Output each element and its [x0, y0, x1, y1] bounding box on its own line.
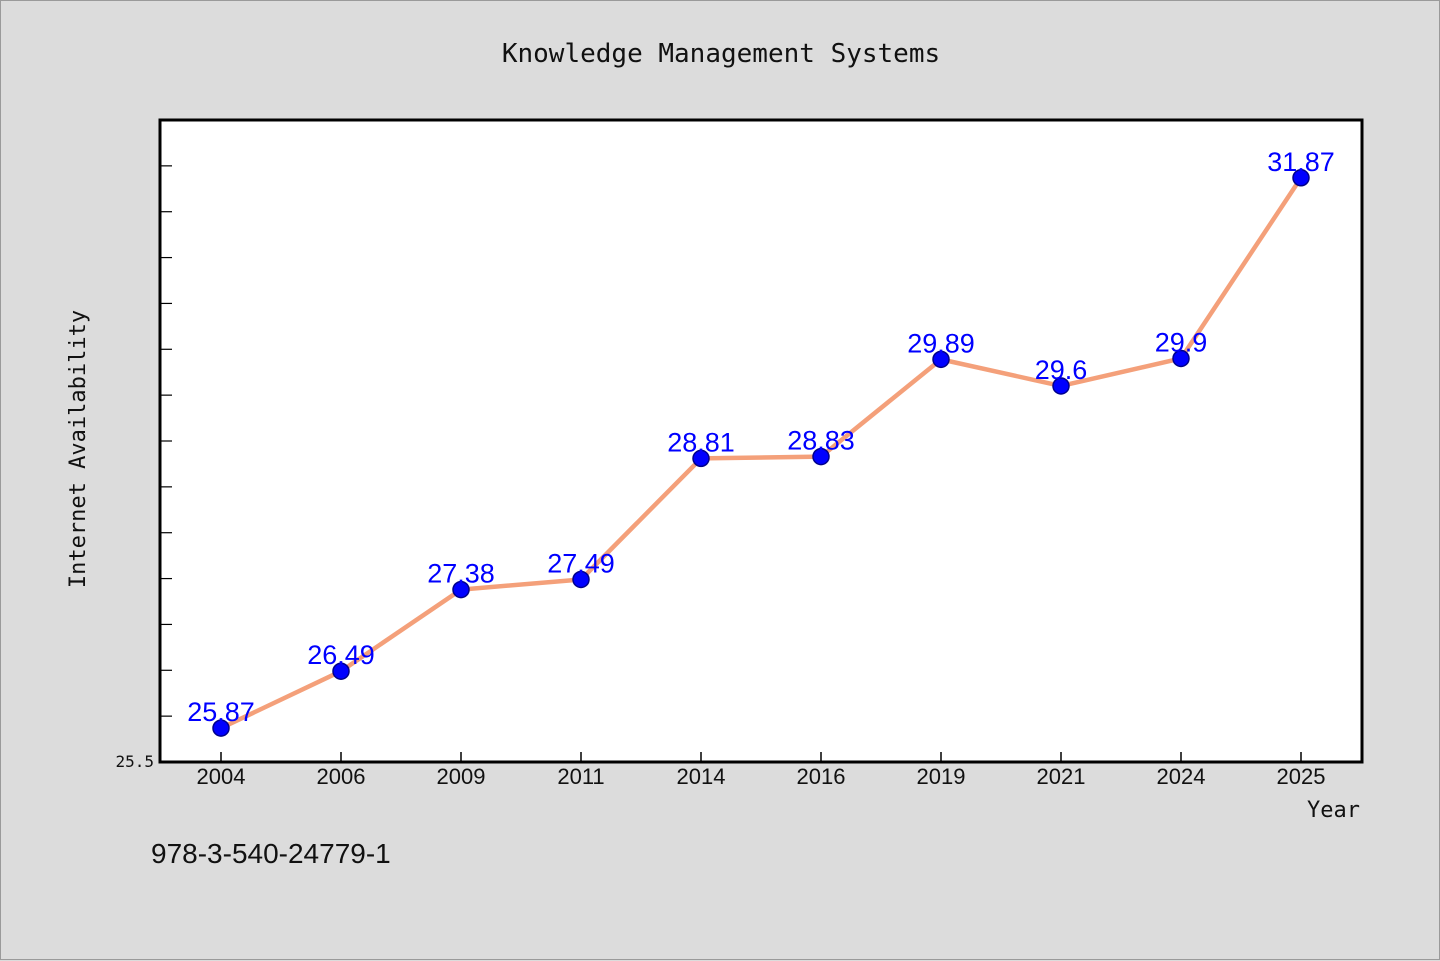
data-point — [812, 447, 830, 466]
data-label: 29.6 — [1035, 355, 1088, 385]
x-tick-label: 2024 — [1157, 764, 1206, 789]
y-axis-label: Internet Availability — [66, 310, 91, 588]
x-tick-label: 2011 — [557, 764, 604, 789]
data-point — [572, 570, 590, 589]
data-label: 27.49 — [547, 548, 615, 578]
y-tick-label: 25.5 — [115, 752, 154, 771]
data-label: 27.38 — [427, 559, 495, 589]
footer-isbn: 978-3-540-24779-1 — [151, 838, 391, 869]
data-point — [1292, 169, 1310, 187]
x-tick-label: 2025 — [1277, 764, 1326, 789]
data-label: 28.81 — [667, 427, 735, 457]
x-tick-label: 2006 — [317, 764, 366, 789]
data-point — [212, 719, 230, 737]
x-tick-label: 2014 — [677, 764, 726, 789]
x-tick-label: 2004 — [197, 764, 246, 789]
data-point — [932, 350, 950, 369]
data-point — [452, 580, 470, 599]
x-tick-label: 2016 — [797, 764, 846, 789]
data-label: 25.87 — [187, 697, 255, 727]
chart-title: Knowledge Management Systems — [502, 39, 940, 69]
data-point — [332, 662, 350, 680]
data-label: 29.89 — [907, 328, 975, 358]
data-label: 31.87 — [1267, 147, 1335, 177]
x-axis-ticks: 2004 2006 2009 2011 2014 2016 2019 2021 2024 2025 — [197, 752, 1326, 789]
data-label: 29.9 — [1155, 327, 1208, 357]
x-axis-label: Year — [1307, 798, 1360, 823]
series-line — [218, 175, 1304, 731]
data-label: 28.83 — [787, 426, 855, 456]
x-tick-label: 2019 — [917, 764, 966, 789]
data-point — [1052, 377, 1070, 395]
data-point — [692, 449, 710, 468]
data-label: 26.49 — [307, 640, 375, 670]
plot-area — [158, 118, 1364, 764]
x-tick-label: 2009 — [437, 764, 486, 789]
x-tick-label: 2021 — [1037, 764, 1086, 789]
data-point — [1172, 349, 1190, 368]
series-group: 25.87 26.49 27.38 27.49 28.81 28.83 29.89 29.6 2… — [187, 147, 1335, 737]
y-axis-ticks — [160, 165, 172, 763]
